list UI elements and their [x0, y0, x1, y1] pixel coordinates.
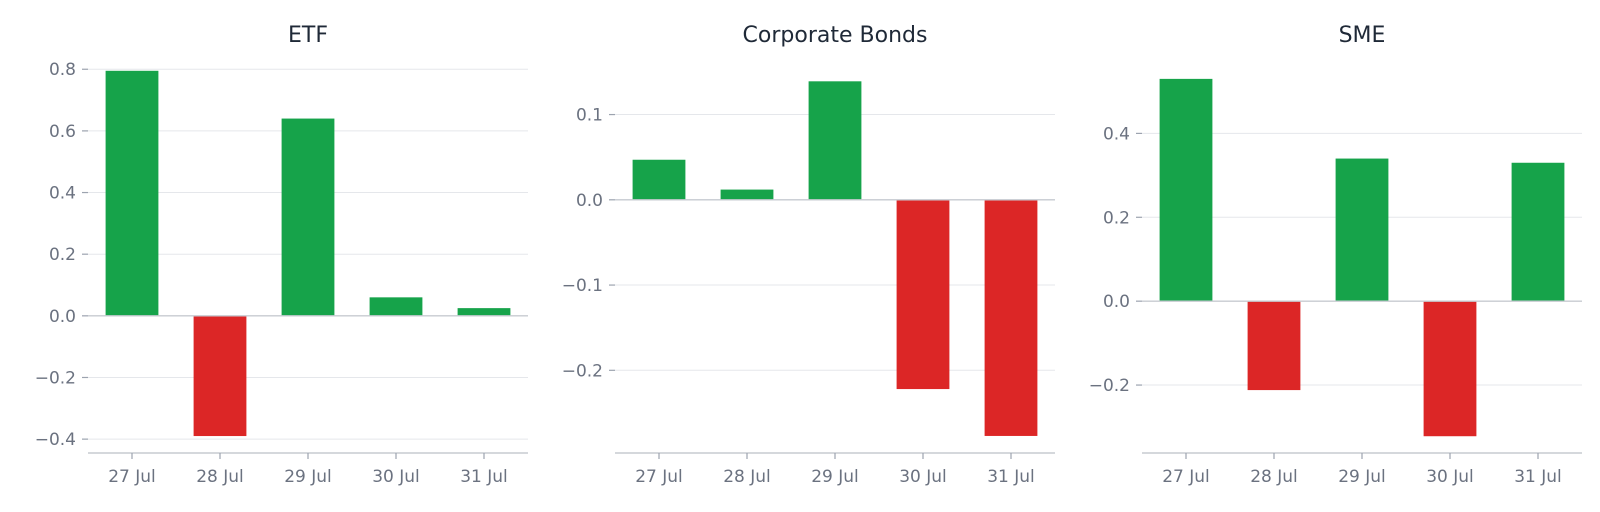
y-tick-label: −0.4 [35, 430, 76, 450]
bar-31-jul [984, 199, 1038, 436]
x-tick-label: 28 Jul [723, 467, 771, 487]
bar-28-jul [720, 189, 774, 200]
bar-31-jul [457, 308, 511, 316]
x-tick-label: 30 Jul [372, 467, 420, 487]
bar-29-jul [281, 118, 335, 316]
bar-27-jul [632, 159, 686, 200]
sme-panel: −0.2 0.0 0.2 0.4 27 Jul 28 Jul 29 Jul 30 Jul 31 … [1089, 23, 1582, 487]
x-tick-label: 29 Jul [811, 467, 859, 487]
bar-30-jul [369, 297, 423, 316]
y-tick-label: −0.2 [562, 361, 603, 381]
y-tick-label: 0.4 [49, 184, 76, 204]
x-tick-label: 28 Jul [1250, 467, 1298, 487]
bar-30-jul [1423, 301, 1477, 437]
bar-27-jul [105, 70, 159, 316]
y-tick-label: 0.0 [1103, 292, 1130, 312]
x-tick-label: 27 Jul [635, 467, 683, 487]
y-tick-label: −0.2 [35, 368, 76, 388]
y-tick-label: 0.4 [1103, 124, 1130, 144]
x-tick-label: 31 Jul [987, 467, 1035, 487]
y-tick-label: −0.2 [1089, 376, 1130, 396]
y-tick-label: 0.0 [49, 307, 76, 327]
bar-29-jul [1335, 158, 1389, 302]
bar-28-jul [1247, 301, 1301, 391]
x-tick-label: 29 Jul [284, 467, 332, 487]
bar-28-jul [193, 315, 247, 437]
x-tick-label: 28 Jul [196, 467, 244, 487]
etf-panel: −0.4 −0.2 0.0 0.2 0.4 0.6 0.8 27 Jul 28 Jul 29 Ju… [35, 23, 528, 487]
chart-title: ETF [288, 23, 328, 48]
chart-title: Corporate Bonds [743, 23, 928, 48]
x-tick-label: 30 Jul [1426, 467, 1474, 487]
x-tick-label: 29 Jul [1338, 467, 1386, 487]
bar-29-jul [808, 81, 862, 200]
y-tick-label: 0.6 [49, 122, 76, 142]
bar-30-jul [896, 199, 950, 390]
x-tick-label: 31 Jul [1514, 467, 1562, 487]
corporate-bonds-panel: −0.2 −0.1 0.0 0.1 27 Jul 28 Jul 29 Jul 30 Jul 31… [562, 23, 1055, 487]
x-tick-label: 27 Jul [1162, 467, 1210, 487]
y-tick-label: 0.0 [576, 191, 603, 211]
x-tick-label: 31 Jul [460, 467, 508, 487]
chart-title: SME [1339, 23, 1386, 48]
y-tick-label: 0.2 [1103, 208, 1130, 228]
x-tick-label: 27 Jul [108, 467, 156, 487]
bar-31-jul [1511, 162, 1565, 302]
y-tick-label: 0.8 [49, 60, 76, 80]
y-tick-label: 0.2 [49, 245, 76, 265]
y-tick-label: 0.1 [576, 106, 603, 126]
bar-27-jul [1159, 78, 1213, 302]
x-tick-label: 30 Jul [899, 467, 947, 487]
y-tick-label: −0.1 [562, 276, 603, 296]
